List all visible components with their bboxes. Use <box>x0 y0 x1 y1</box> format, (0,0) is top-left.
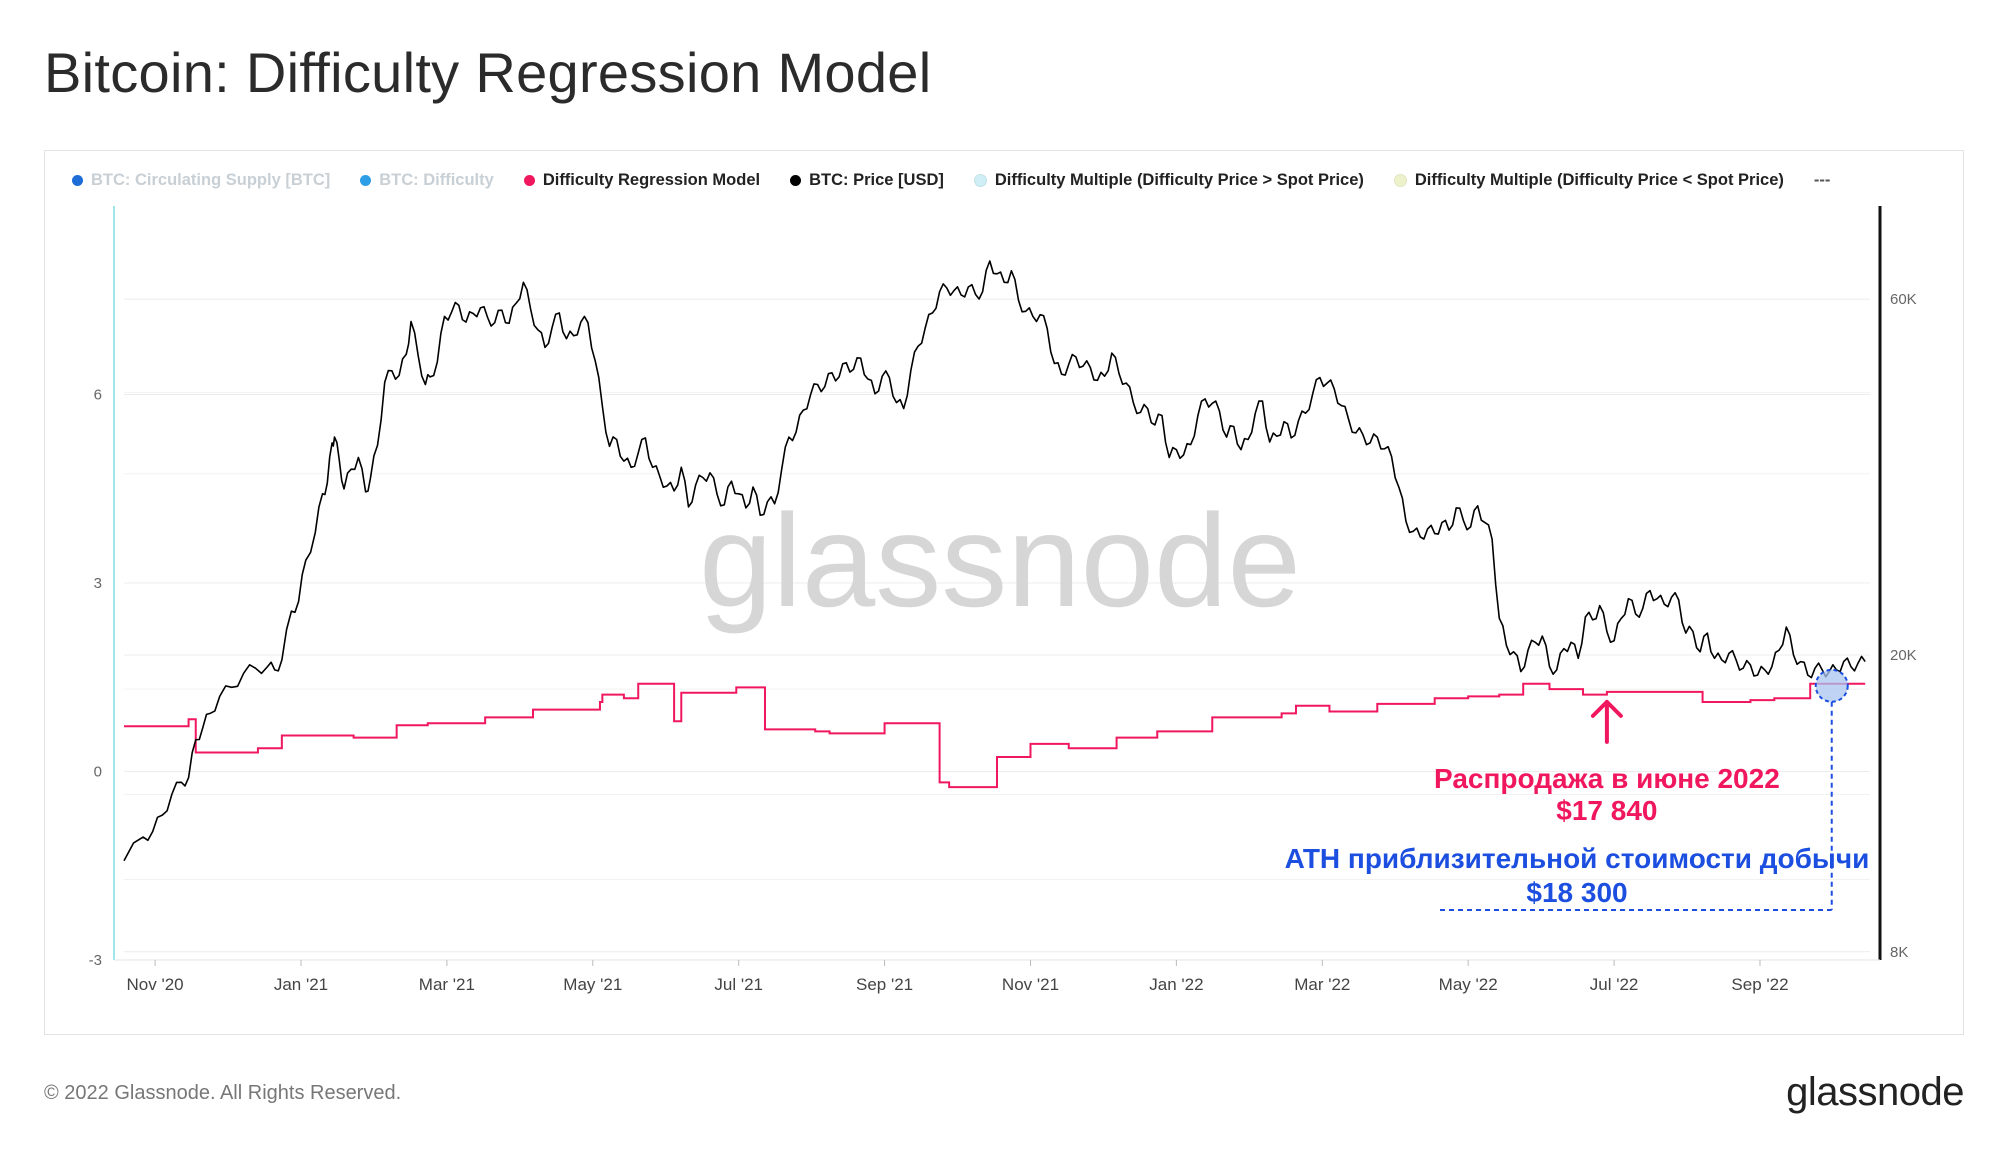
chart-panel <box>44 150 1964 1035</box>
left-tick-label: 6 <box>94 387 102 404</box>
legend-label: Difficulty Multiple (Difficulty Price < … <box>1414 170 1784 189</box>
left-tick-label: 0 <box>94 764 102 781</box>
legend-label: Difficulty Regression Model <box>542 170 761 189</box>
legend-item-regression-model[interactable]: Difficulty Regression Model <box>523 170 761 190</box>
series-group <box>123 260 1866 862</box>
left-tick-label: 3 <box>94 575 102 592</box>
legend-item-difficulty[interactable]: BTC: Difficulty <box>360 171 494 190</box>
legend-dot-icon <box>523 174 535 186</box>
right-tick-label: 20K <box>1890 647 1917 664</box>
watermark-text: glassnode <box>699 487 1301 634</box>
legend-dot-icon <box>790 174 802 186</box>
x-tick-label: Nov '21 <box>1002 975 1059 994</box>
x-tick-label: Nov '20 <box>127 975 184 994</box>
legend-item-multiple-above[interactable]: Difficulty Multiple (Difficulty Price > … <box>973 170 1364 190</box>
legend-dot-icon <box>360 174 372 186</box>
chart-legend: BTC: Circulating Supply [BTC] BTC: Diffi… <box>72 168 1830 192</box>
selloff-arrow-icon <box>1590 699 1623 744</box>
right-tick-label: 8K <box>1890 944 1908 961</box>
legend-item-price[interactable]: BTC: Price [USD] <box>790 171 944 190</box>
x-tick-label: Sep '22 <box>1731 975 1788 994</box>
regression-model-line <box>124 682 1866 789</box>
glassnode-logo: glassnode <box>1786 1070 1964 1114</box>
left-tick-label: -3 <box>89 952 102 969</box>
x-tick-label: Jan '22 <box>1149 975 1203 994</box>
left-axis-ticks: 6 3 0 -3 <box>89 387 102 970</box>
legend-more-button[interactable]: --- <box>1813 170 1831 189</box>
price-line <box>123 260 1866 862</box>
right-tick-label: 60K <box>1890 291 1917 308</box>
legend-dot-icon <box>72 174 83 186</box>
x-tick-label: Mar '22 <box>1294 975 1350 994</box>
ath-highlight-circle <box>1814 668 1849 703</box>
copyright-text: © 2022 Glassnode. All Rights Reserved. <box>44 1082 402 1104</box>
ath-cost-value: $18 300 <box>1526 877 1627 908</box>
x-tick-label: Jul '22 <box>1590 975 1639 994</box>
x-tick-label: Jul '21 <box>714 975 763 994</box>
legend-dot-icon <box>1393 173 1407 187</box>
right-axis-ticks: 60K 20K 8K <box>1890 291 1917 961</box>
legend-label: BTC: Circulating Supply [BTC] <box>91 170 331 189</box>
legend-label: BTC: Difficulty <box>379 170 494 189</box>
x-tick-label: Mar '21 <box>419 975 475 994</box>
annotations-group: Распродажа в июне 2022 $17 840 ATH прибл… <box>1285 668 1870 911</box>
x-tick-label: May '21 <box>563 975 622 994</box>
x-tick-label: May '22 <box>1439 975 1498 994</box>
legend-item-multiple-below[interactable]: Difficulty Multiple (Difficulty Price < … <box>1393 170 1784 190</box>
page-title: Bitcoin: Difficulty Regression Model <box>44 41 932 104</box>
selloff-label: Распродажа в июне 2022 <box>1434 763 1780 794</box>
x-axis-ticks: Nov '20 Jan '21 Mar '21 May '21 Jul '21 Sep '… <box>127 960 1789 994</box>
legend-item-circulating-supply[interactable]: BTC: Circulating Supply [BTC] <box>72 171 330 190</box>
x-tick-label: Jan '21 <box>274 975 328 994</box>
legend-label: BTC: Price [USD] <box>809 170 944 189</box>
ath-cost-label: ATH приблизительной стоимости добычи <box>1285 843 1870 874</box>
selloff-value: $17 840 <box>1556 795 1657 826</box>
legend-dot-icon <box>973 173 987 187</box>
x-tick-label: Sep '21 <box>856 975 913 994</box>
legend-label: Difficulty Multiple (Difficulty Price > … <box>994 170 1364 189</box>
